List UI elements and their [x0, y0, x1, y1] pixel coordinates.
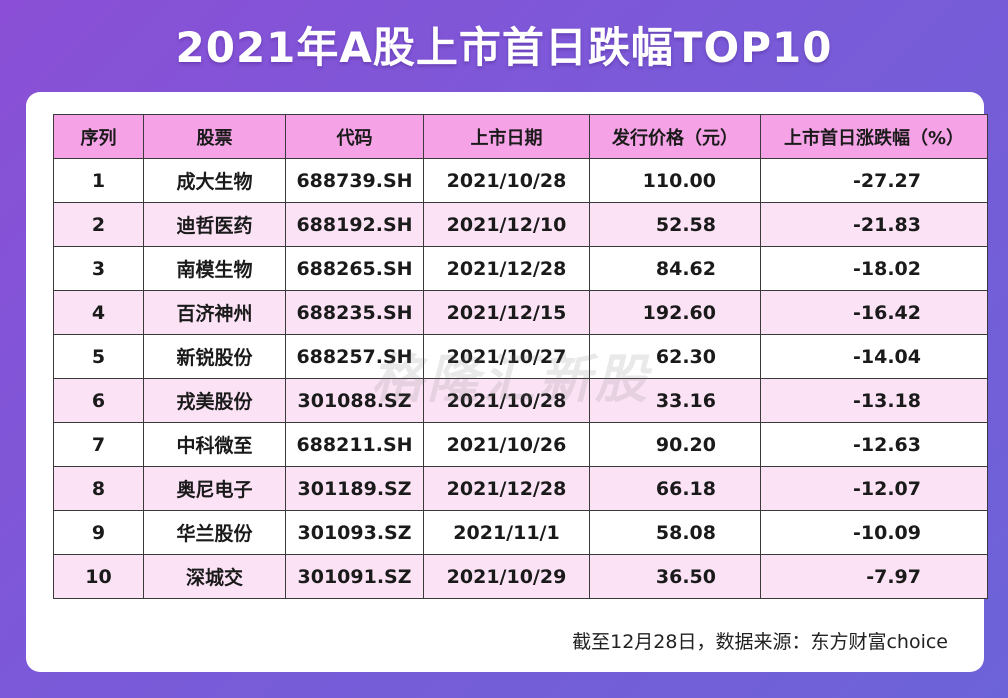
row-seq: 9 — [53, 510, 144, 555]
row-code: 301189.SZ — [285, 466, 424, 511]
row-listing-date: 2021/12/28 — [423, 246, 590, 291]
row-issue-price: 90.20 — [589, 422, 761, 467]
row-stock: 中科微至 — [143, 422, 286, 467]
row-seq: 1 — [53, 158, 144, 203]
row-seq: 4 — [53, 290, 144, 335]
row-first-day-change: -7.97 — [760, 554, 988, 599]
table-row: 6 戎美股份 301088.SZ 2021/10/28 33.16 -13.18 — [53, 378, 988, 423]
row-code: 688192.SH — [285, 202, 424, 247]
table-row: 8 奥尼电子 301189.SZ 2021/12/28 66.18 -12.07 — [53, 466, 988, 511]
table-row: 10 深城交 301091.SZ 2021/10/29 36.50 -7.97 — [53, 554, 988, 599]
row-seq: 8 — [53, 466, 144, 511]
row-stock: 迪哲医药 — [143, 202, 286, 247]
row-listing-date: 2021/11/1 — [423, 510, 590, 555]
row-issue-price: 84.62 — [589, 246, 761, 291]
row-listing-date: 2021/10/29 — [423, 554, 590, 599]
row-code: 301091.SZ — [285, 554, 424, 599]
table-row: 5 新锐股份 688257.SH 2021/10/27 62.30 -14.04 — [53, 334, 988, 379]
table-row: 4 百济神州 688235.SH 2021/12/15 192.60 -16.42 — [53, 290, 988, 335]
row-first-day-change: -10.09 — [760, 510, 988, 555]
header-issue-price: 发行价格（元） — [589, 114, 761, 159]
row-stock: 成大生物 — [143, 158, 286, 203]
row-seq: 3 — [53, 246, 144, 291]
row-issue-price: 33.16 — [589, 378, 761, 423]
row-code: 688265.SH — [285, 246, 424, 291]
table-row: 9 华兰股份 301093.SZ 2021/11/1 58.08 -10.09 — [53, 510, 988, 555]
row-first-day-change: -27.27 — [760, 158, 988, 203]
row-listing-date: 2021/10/28 — [423, 378, 590, 423]
row-listing-date: 2021/10/28 — [423, 158, 590, 203]
row-stock: 深城交 — [143, 554, 286, 599]
row-stock: 百济神州 — [143, 290, 286, 335]
row-stock: 南模生物 — [143, 246, 286, 291]
row-seq: 7 — [53, 422, 144, 467]
row-listing-date: 2021/12/10 — [423, 202, 590, 247]
table-row: 2 迪哲医药 688192.SH 2021/12/10 52.58 -21.83 — [53, 202, 988, 247]
row-stock: 华兰股份 — [143, 510, 286, 555]
row-listing-date: 2021/10/26 — [423, 422, 590, 467]
row-stock: 新锐股份 — [143, 334, 286, 379]
page-title: 2021年A股上市首日跌幅TOP10 — [175, 23, 833, 72]
row-seq: 5 — [53, 334, 144, 379]
header-stock: 股票 — [143, 114, 286, 159]
row-issue-price: 62.30 — [589, 334, 761, 379]
row-stock: 戎美股份 — [143, 378, 286, 423]
header-first-day-change: 上市首日涨跌幅（%） — [760, 114, 988, 159]
row-issue-price: 58.08 — [589, 510, 761, 555]
table-card: 序列 股票 代码 上市日期 发行价格（元） 上市首日涨跌幅（%） 1 成大生物 68… — [26, 92, 988, 672]
row-listing-date: 2021/12/15 — [423, 290, 590, 335]
row-seq: 10 — [53, 554, 144, 599]
row-first-day-change: -18.02 — [760, 246, 988, 291]
table-row: 1 成大生物 688739.SH 2021/10/28 110.00 -27.27 — [53, 158, 988, 203]
row-seq: 2 — [53, 202, 144, 247]
row-issue-price: 192.60 — [589, 290, 761, 335]
row-issue-price: 110.00 — [589, 158, 761, 203]
row-code: 301088.SZ — [285, 378, 424, 423]
row-issue-price: 52.58 — [589, 202, 761, 247]
header-code: 代码 — [285, 114, 424, 159]
row-stock: 奥尼电子 — [143, 466, 286, 511]
row-issue-price: 36.50 — [589, 554, 761, 599]
row-code: 688235.SH — [285, 290, 424, 335]
row-code: 688211.SH — [285, 422, 424, 467]
row-code: 688257.SH — [285, 334, 424, 379]
table-row: 7 中科微至 688211.SH 2021/10/26 90.20 -12.63 — [53, 422, 988, 467]
row-issue-price: 66.18 — [589, 466, 761, 511]
row-first-day-change: -21.83 — [760, 202, 988, 247]
data-source-note: 截至12月28日，数据来源：东方财富choice — [572, 631, 948, 653]
row-listing-date: 2021/10/27 — [423, 334, 590, 379]
row-first-day-change: -14.04 — [760, 334, 988, 379]
row-seq: 6 — [53, 378, 144, 423]
header-row: 序列 股票 代码 上市日期 发行价格（元） 上市首日涨跌幅（%） — [53, 114, 988, 159]
row-listing-date: 2021/12/28 — [423, 466, 590, 511]
header-listing-date: 上市日期 — [423, 114, 590, 159]
row-first-day-change: -16.42 — [760, 290, 988, 335]
row-code: 688739.SH — [285, 158, 424, 203]
ipo-decline-table: 序列 股票 代码 上市日期 发行价格（元） 上市首日涨跌幅（%） 1 成大生物 68… — [53, 114, 988, 599]
row-first-day-change: -13.18 — [760, 378, 988, 423]
row-first-day-change: -12.07 — [760, 466, 988, 511]
header-seq: 序列 — [53, 114, 144, 159]
row-code: 301093.SZ — [285, 510, 424, 555]
row-first-day-change: -12.63 — [760, 422, 988, 467]
table-row: 3 南模生物 688265.SH 2021/12/28 84.62 -18.02 — [53, 246, 988, 291]
